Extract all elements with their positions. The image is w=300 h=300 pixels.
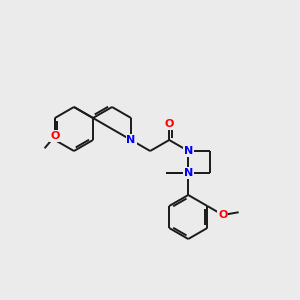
Text: N: N (127, 135, 136, 145)
Text: O: O (50, 131, 60, 141)
Text: O: O (218, 210, 228, 220)
Text: N: N (184, 168, 193, 178)
Text: N: N (184, 146, 193, 156)
Text: O: O (164, 119, 174, 129)
